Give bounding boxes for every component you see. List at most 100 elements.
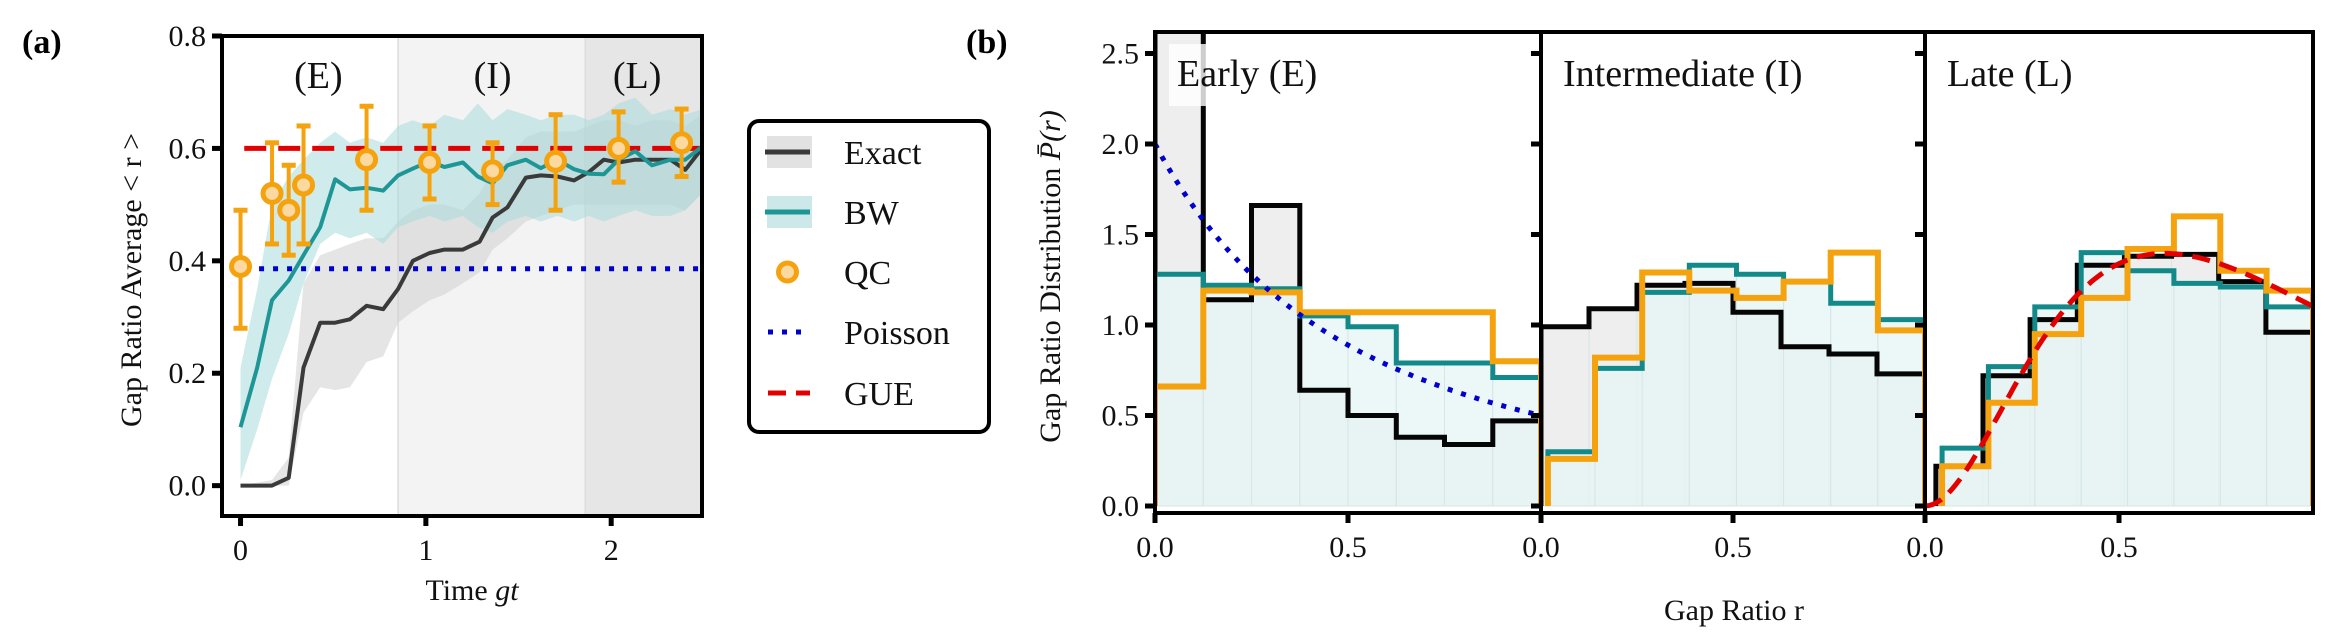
panel-a-time-evolution: (E) (I) (L) 0.0 0.2 0.4 0.6 0.8 0 1 2 Time gt Gap… (115, 20, 704, 607)
x-axis-label-text: Time (425, 574, 495, 607)
panel-title-background (1169, 44, 1369, 106)
y-tick-label: 2.0 (1102, 128, 1140, 161)
qc-point (418, 123, 442, 202)
qc-marker (418, 150, 442, 174)
qc-errorbars (229, 103, 694, 331)
legend-item-qc: QC (776, 255, 891, 292)
bw-band (240, 97, 702, 481)
y-tick-label: 0.0 (1102, 490, 1140, 523)
poisson-curve (1155, 142, 1541, 418)
legend-item-gue: GUE (768, 376, 914, 413)
qc-point (544, 112, 568, 213)
legend: Exact BW QC Poisson GUE (747, 119, 991, 434)
x-tick-label: 0.5 (1714, 531, 1752, 564)
bw-hist-bar (2266, 306, 2313, 507)
qc-marker (670, 131, 694, 155)
qc-point (292, 123, 316, 247)
panel-b-distributions: Early (E)0.00.51.01.52.02.50.0 0.5Interme… (1034, 30, 2315, 627)
legend-label: Poisson (844, 315, 950, 352)
x-tick-label: 0.5 (2100, 531, 2138, 564)
qc-hist-step (1544, 249, 1925, 507)
y-tick-label: 0.4 (169, 245, 207, 278)
panel-plot-area (1541, 249, 1925, 507)
x-axis-label-var: gt (495, 574, 519, 607)
qc-marker (260, 181, 284, 205)
bw-hist-bar (1641, 291, 1690, 507)
x-tick-label: 1 (418, 534, 433, 567)
bw-hist-bar (1202, 284, 1252, 507)
bw-hist-bar (1594, 367, 1643, 507)
bw-hist-bar (1444, 362, 1494, 507)
qc-hist-step (1939, 213, 2313, 507)
histogram-panel-2: Late (L) 0.0 0.5 (1906, 30, 2315, 564)
bw-hist-step (1155, 271, 1541, 506)
x-tick-label: 0.0 (1522, 531, 1560, 564)
panel-title: Early (E) (1177, 53, 1317, 95)
qc-point (277, 162, 301, 258)
y-tick-label: 0.0 (169, 470, 207, 503)
exact-hist-step (1541, 280, 1925, 506)
qc-marker (607, 136, 631, 160)
bw-hist-bar (2080, 252, 2129, 507)
x-tick-label: 0.0 (1136, 531, 1174, 564)
legend-item-exact: Exact (765, 135, 922, 172)
legend-item-bw: BW (765, 195, 900, 232)
panel-plot-area (1925, 213, 2313, 509)
y-axis-label-a: Gap Ratio Average < r > (115, 133, 148, 427)
y-axis-label-b: Gap Ratio Distribution P̄(r) (1034, 110, 1067, 442)
confidence-bands (240, 97, 702, 486)
y-axis-label-b-text: Gap Ratio Distribution (1034, 160, 1067, 442)
x-axis-label-b: Gap Ratio r (1664, 594, 1804, 627)
panel-a-tag: (a) (22, 24, 62, 61)
histogram-panel-0: Early (E) 0.0 0.5 1.0 1.5 2.0 2.5 0.0 0.5 (1102, 30, 1543, 564)
region-label-2: (L) (613, 55, 662, 97)
bw-hist-bar (1299, 315, 1349, 507)
qc-legend-marker (776, 260, 799, 284)
bw-hist-bar (1492, 376, 1541, 507)
qc-marker (481, 159, 505, 183)
bw-hist-bar (1688, 264, 1737, 507)
y-axis-label-b-var: P̄(r) (1034, 110, 1067, 161)
bw-hist-bar (2173, 282, 2221, 507)
y-tick-label: 1.5 (1102, 219, 1140, 252)
axis-ticks-a: 0.0 0.2 0.4 0.6 0.8 0 1 2 (169, 20, 619, 567)
bw-hist-bar (1735, 273, 1785, 507)
region-label-0: (E) (294, 55, 343, 97)
y-tick-label: 0.8 (169, 20, 207, 53)
legend-item-poisson: Poisson (768, 315, 950, 352)
qc-marker (277, 198, 301, 222)
bw-hist-bar (1155, 273, 1204, 507)
region-label-1: (I) (474, 55, 512, 97)
exact-hist-step (1155, 32, 1541, 506)
region-labels: (E) (I) (L) (294, 55, 661, 97)
x-tick-label: 0 (233, 534, 248, 567)
qc-marker (229, 254, 253, 278)
qc-marker (292, 173, 316, 197)
qc-point (607, 109, 631, 185)
x-tick-label: 2 (604, 534, 619, 567)
x-axis-label-a: Time gt (425, 574, 519, 607)
panel-title: Intermediate (I) (1563, 53, 1802, 95)
qc-point (481, 140, 505, 208)
bw-hist-bar (1830, 302, 1879, 507)
histogram-panel-1: Intermediate (I) 0.0 0.5 (1522, 30, 1927, 564)
qc-point (670, 106, 694, 180)
qc-marker (544, 149, 568, 173)
gue-curve (1925, 250, 2313, 509)
y-tick-label: 0.6 (169, 132, 207, 165)
exact-line (240, 147, 704, 488)
y-tick-label: 1.0 (1102, 309, 1140, 342)
y-tick-label: 0.2 (169, 357, 207, 390)
bw-hist-bar (1251, 288, 1301, 507)
qc-marker (355, 148, 379, 172)
y-tick-label: 0.5 (1102, 400, 1140, 433)
panel-b-tag: (b) (966, 24, 1008, 61)
bw-hist-bar (1783, 281, 1832, 507)
x-tick-label: 0.5 (1329, 531, 1367, 564)
legend-label: BW (844, 195, 900, 232)
panel-plot-area (1155, 32, 1541, 507)
panel-title: Late (L) (1947, 53, 2073, 95)
qc-point (260, 140, 284, 247)
x-tick-label: 0.0 (1906, 531, 1944, 564)
